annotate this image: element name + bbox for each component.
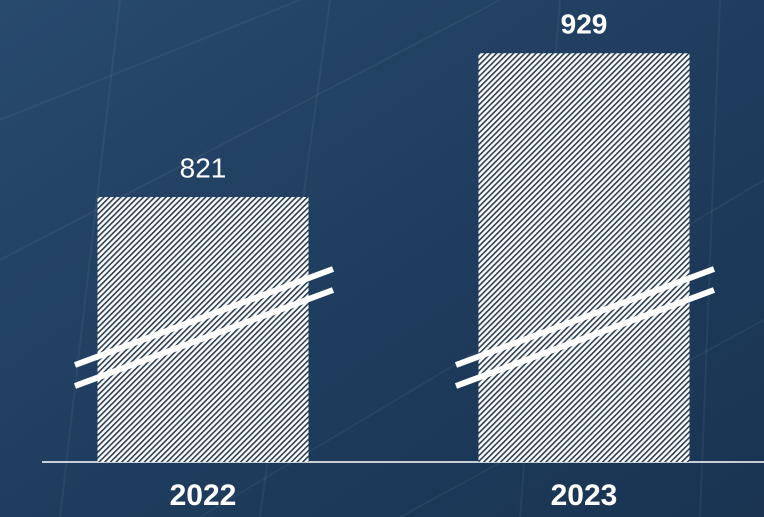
axis-break xyxy=(73,287,335,389)
value-label: 929 xyxy=(561,9,608,40)
axis-break xyxy=(454,287,716,389)
x-tick-label: 2023 xyxy=(551,479,618,512)
axis-break xyxy=(73,266,335,368)
x-tick-label: 2022 xyxy=(170,479,237,512)
bar xyxy=(478,53,690,463)
axis-break xyxy=(454,266,716,368)
value-label: 821 xyxy=(180,152,227,183)
bar xyxy=(97,197,309,462)
